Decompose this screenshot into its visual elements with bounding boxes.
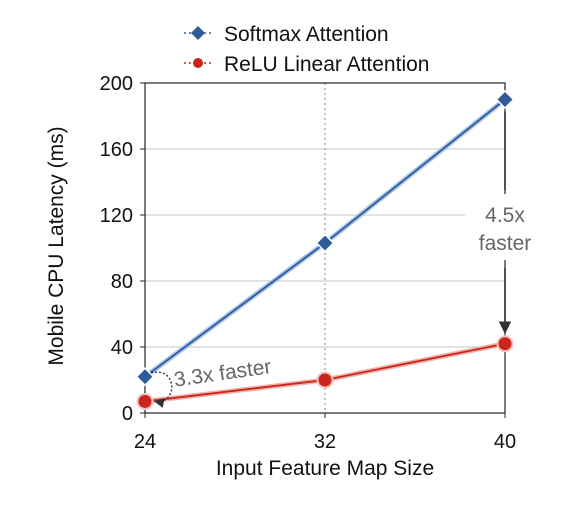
y-tick-label-5: 200 bbox=[100, 73, 133, 95]
y-tick-label-1: 40 bbox=[111, 337, 133, 359]
point-relu-32 bbox=[316, 371, 334, 389]
y-tick-label-4: 160 bbox=[100, 139, 133, 161]
legend-label-relu: ReLU Linear Attention bbox=[224, 53, 429, 76]
x-tick-label-2: 40 bbox=[494, 431, 516, 453]
annotation-arrow-3-3x bbox=[150, 371, 173, 408]
legend-label-softmax: Softmax Attention bbox=[224, 23, 389, 46]
series-layer bbox=[135, 89, 515, 410]
y-tick-label-3: 120 bbox=[100, 205, 133, 227]
y-tick-label-2: 80 bbox=[111, 271, 133, 293]
y-tick-label-0: 0 bbox=[122, 403, 133, 425]
annotation-4-5x-line1: 4.5x bbox=[485, 204, 525, 227]
legend-item-relu: ReLU Linear Attention bbox=[184, 53, 429, 76]
legend-marker-softmax bbox=[191, 26, 205, 40]
point-softmax-40 bbox=[495, 89, 515, 110]
legend-marker-relu bbox=[193, 58, 203, 68]
annotation-4-5x-line2: faster bbox=[479, 232, 532, 255]
y-axis-title: Mobile CPU Latency (ms) bbox=[45, 126, 68, 365]
point-softmax-32 bbox=[315, 233, 335, 253]
x-tick-label-1: 32 bbox=[314, 431, 336, 453]
legend-item-softmax: Softmax Attention bbox=[184, 23, 389, 46]
legend: Softmax Attention ReLU Linear Attention bbox=[184, 23, 429, 76]
x-axis-title: Input Feature Map Size bbox=[216, 457, 434, 480]
x-tick-label-0: 24 bbox=[134, 431, 156, 453]
point-relu-24 bbox=[136, 392, 154, 410]
point-relu-40 bbox=[496, 335, 514, 353]
tick-labels: 0 40 80 120 160 200 24 32 40 bbox=[100, 73, 517, 453]
annotation-4-5x-backdrop bbox=[465, 194, 537, 260]
point-softmax-24 bbox=[135, 367, 155, 387]
